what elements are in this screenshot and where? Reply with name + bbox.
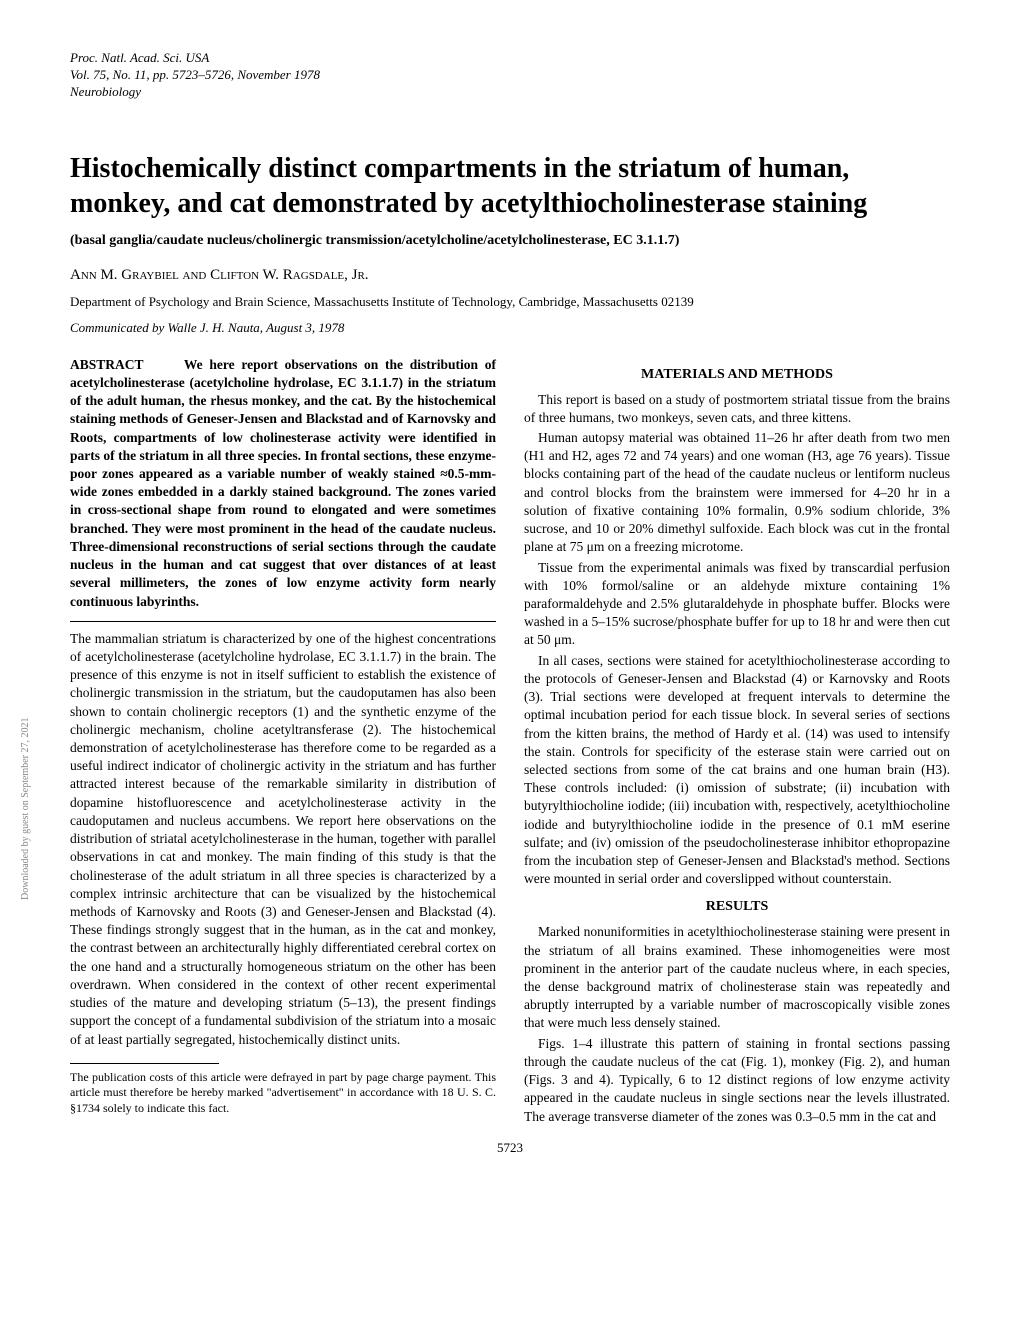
page-number: 5723 xyxy=(70,1140,950,1156)
right-column: MATERIALS AND METHODS This report is bas… xyxy=(524,356,950,1128)
header-volume: Vol. 75, No. 11, pp. 5723–5726, November… xyxy=(70,67,950,84)
materials-methods-heading: MATERIALS AND METHODS xyxy=(524,366,950,385)
intro-paragraph: The mammalian striatum is characterized … xyxy=(70,630,496,1049)
results-heading: RESULTS xyxy=(524,898,950,917)
results-para-1: Marked nonuniformities in acetylthiochol… xyxy=(524,923,950,1032)
materials-para-4: In all cases, sections were stained for … xyxy=(524,652,950,889)
abstract-text: We here report observations on the distr… xyxy=(70,357,496,609)
article-subtitle: (basal ganglia/caudate nucleus/cholinerg… xyxy=(70,233,950,249)
materials-para-3: Tissue from the experimental animals was… xyxy=(524,559,950,650)
affiliation: Department of Psychology and Brain Scien… xyxy=(70,294,950,310)
abstract: ABSTRACT We here report observations on … xyxy=(70,356,496,611)
authors: Ann M. Graybiel and Clifton W. Ragsdale,… xyxy=(70,267,950,284)
materials-para-2: Human autopsy material was obtained 11–2… xyxy=(524,429,950,557)
download-note: Downloaded by guest on September 27, 202… xyxy=(20,718,31,900)
materials-para-1: This report is based on a study of postm… xyxy=(524,391,950,427)
abstract-divider xyxy=(70,621,496,622)
abstract-label: ABSTRACT xyxy=(70,357,144,372)
header-journal: Proc. Natl. Acad. Sci. USA xyxy=(70,50,950,67)
article-title: Histochemically distinct compartments in… xyxy=(70,151,950,221)
page-container: Proc. Natl. Acad. Sci. USA Vol. 75, No. … xyxy=(0,0,1020,1206)
footnote-divider xyxy=(70,1063,219,1064)
two-column-body: ABSTRACT We here report observations on … xyxy=(70,356,950,1128)
publication-footnote: The publication costs of this article we… xyxy=(70,1070,496,1117)
header-section: Neurobiology xyxy=(70,84,950,101)
communicated-by: Communicated by Walle J. H. Nauta, Augus… xyxy=(70,320,950,336)
left-column: ABSTRACT We here report observations on … xyxy=(70,356,496,1128)
results-para-2: Figs. 1–4 illustrate this pattern of sta… xyxy=(524,1035,950,1126)
journal-header: Proc. Natl. Acad. Sci. USA Vol. 75, No. … xyxy=(70,50,950,101)
